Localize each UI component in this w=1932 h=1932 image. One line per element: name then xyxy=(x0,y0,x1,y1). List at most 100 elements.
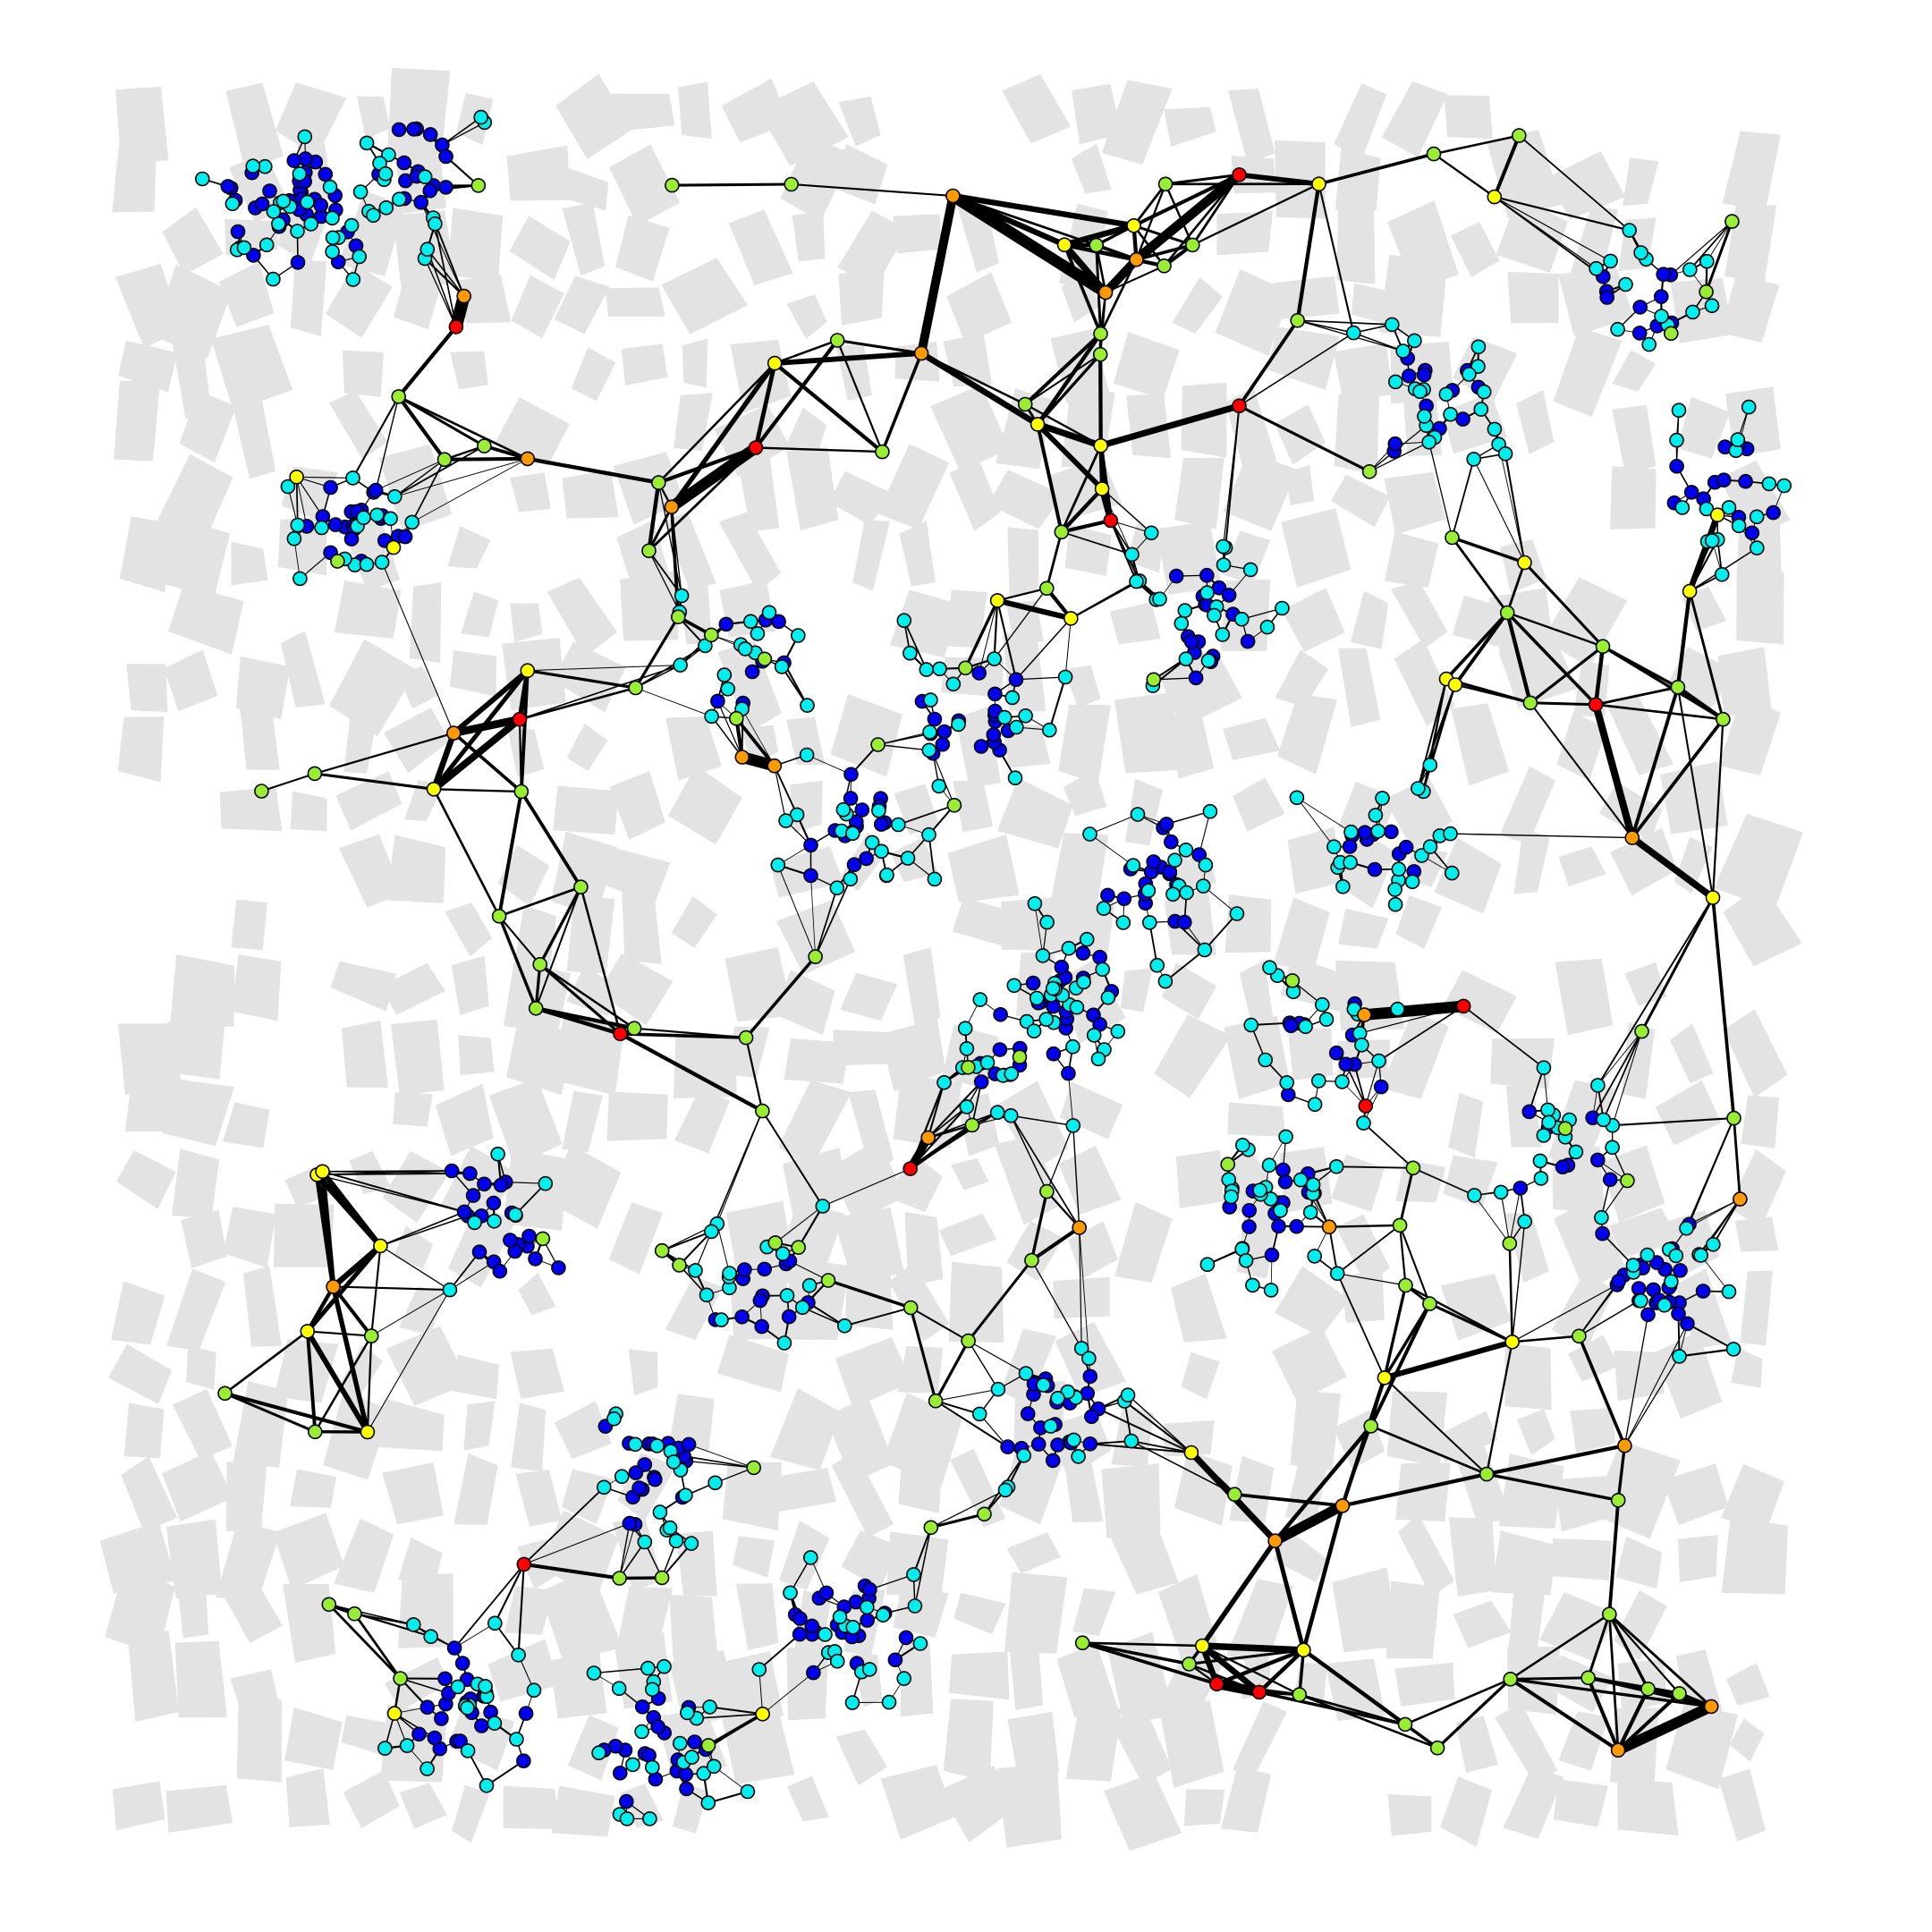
city-block xyxy=(112,140,157,213)
city-block xyxy=(1380,1012,1449,1099)
city-block xyxy=(1453,336,1518,403)
node-level-3 xyxy=(1012,1049,1028,1064)
city-block xyxy=(1391,580,1448,648)
node-level-2 xyxy=(1065,1118,1081,1133)
edge xyxy=(1046,1124,1074,1192)
node-level-2 xyxy=(896,1671,912,1686)
node-level-1 xyxy=(343,531,360,547)
city-block xyxy=(1335,960,1405,1031)
edge xyxy=(1494,196,1612,262)
city-block xyxy=(1598,782,1663,841)
city-block xyxy=(1553,327,1623,418)
node-level-2 xyxy=(751,1662,767,1677)
edge xyxy=(775,1205,824,1243)
node-level-2 xyxy=(423,1629,439,1644)
node-level-3 xyxy=(1724,214,1740,229)
edge xyxy=(710,716,743,758)
node-level-2 xyxy=(1750,540,1765,555)
node-level-2 xyxy=(779,1288,795,1303)
city-block xyxy=(384,708,451,774)
city-block xyxy=(785,716,826,766)
node-level-2 xyxy=(861,1662,877,1677)
node-level-2 xyxy=(1207,607,1222,623)
edge xyxy=(909,1106,968,1170)
city-block xyxy=(168,583,244,655)
city-block xyxy=(1442,970,1517,1034)
node-level-2 xyxy=(1335,1074,1350,1089)
node-level-2 xyxy=(1326,839,1342,855)
node-level-4 xyxy=(386,539,402,555)
city-block xyxy=(661,258,749,335)
node-level-1 xyxy=(406,122,421,137)
city-block xyxy=(273,1203,335,1267)
city-block xyxy=(1175,1149,1224,1208)
city-block xyxy=(1072,83,1122,145)
city-block xyxy=(1181,1352,1220,1400)
edge xyxy=(1336,1224,1401,1275)
edge xyxy=(1080,1641,1204,1648)
city-block xyxy=(1655,1080,1722,1146)
edge xyxy=(935,1400,1009,1448)
node-level-2 xyxy=(927,871,943,887)
node-level-2 xyxy=(366,208,381,224)
edge xyxy=(648,505,674,553)
city-block xyxy=(507,728,545,777)
node-level-2 xyxy=(971,1406,987,1422)
city-block xyxy=(901,1638,934,1717)
node-level-3 xyxy=(1503,1672,1518,1687)
node-level-1 xyxy=(323,479,338,496)
city-block xyxy=(1394,1662,1455,1707)
node-level-2 xyxy=(907,1598,923,1614)
city-block xyxy=(1163,1419,1215,1457)
edge xyxy=(352,1612,402,1680)
node-level-2 xyxy=(1234,611,1250,627)
node-level-2 xyxy=(714,1312,729,1327)
city-block xyxy=(398,1538,443,1587)
node-level-3 xyxy=(829,333,845,348)
node-level-2 xyxy=(987,651,1002,666)
city-block xyxy=(620,571,679,641)
city-block xyxy=(732,1536,775,1578)
node-level-2 xyxy=(683,1536,699,1551)
city-block xyxy=(216,1520,281,1603)
city-block xyxy=(674,1032,737,1098)
city-block xyxy=(1381,81,1448,157)
node-level-4 xyxy=(1094,481,1110,496)
edge xyxy=(1189,1451,1237,1496)
city-block xyxy=(1004,1572,1068,1654)
node-level-2 xyxy=(704,708,719,724)
edge xyxy=(352,395,400,479)
node-level-2 xyxy=(1568,1144,1584,1160)
edge xyxy=(394,459,445,497)
edge xyxy=(647,480,661,553)
edge xyxy=(935,1388,999,1402)
node-level-2 xyxy=(778,813,793,828)
node-level-1 xyxy=(1168,568,1184,584)
city-block xyxy=(514,904,557,974)
edge xyxy=(1273,1424,1373,1543)
city-block xyxy=(174,1640,227,1718)
node-level-3 xyxy=(1610,1493,1626,1508)
node-level-2 xyxy=(1395,343,1411,359)
edge xyxy=(1328,1225,1339,1275)
city-block xyxy=(515,1470,563,1527)
city-block xyxy=(1670,1023,1714,1084)
city-block xyxy=(1280,956,1350,1013)
edge xyxy=(880,352,923,453)
node-level-2 xyxy=(742,614,758,630)
city-block xyxy=(1284,1448,1331,1526)
node-level-2 xyxy=(1096,901,1112,916)
edge xyxy=(1432,134,1521,156)
edge xyxy=(1296,319,1355,334)
edge xyxy=(1404,1284,1513,1343)
node-level-2 xyxy=(696,1766,712,1781)
node-level-1 xyxy=(752,1292,768,1309)
edge xyxy=(224,1392,317,1434)
node-level-2 xyxy=(1622,223,1637,238)
node-level-2 xyxy=(979,1055,996,1071)
edge xyxy=(761,1110,824,1208)
city-block xyxy=(1453,1600,1512,1648)
node-level-1 xyxy=(1082,1368,1098,1385)
node-level-1 xyxy=(1100,887,1115,903)
node-level-1 xyxy=(804,1618,820,1634)
